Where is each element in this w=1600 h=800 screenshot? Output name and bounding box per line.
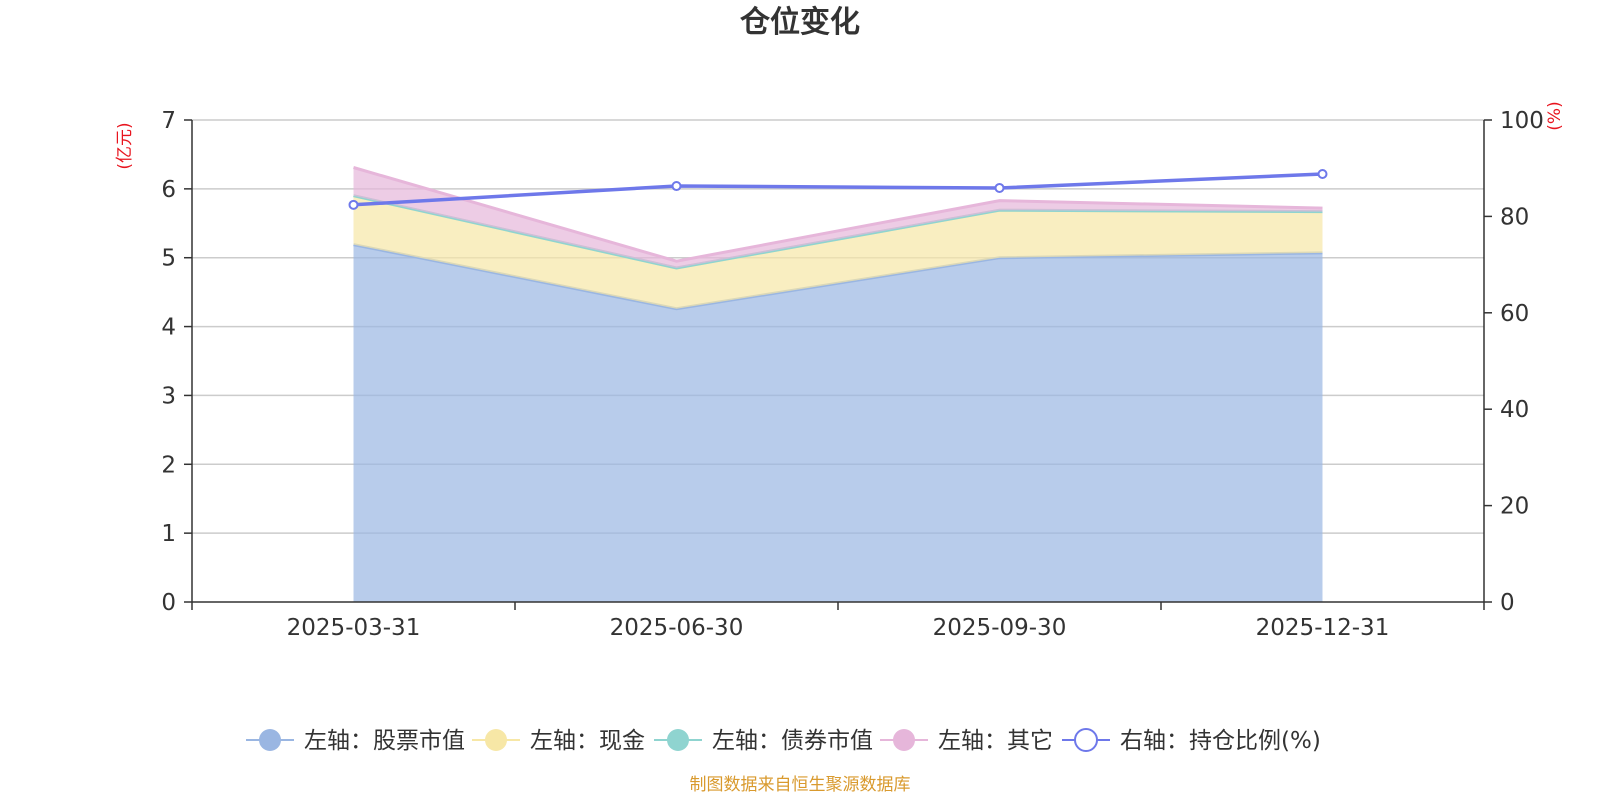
area-series — [353, 195, 1323, 309]
left-tick-label: 7 — [161, 108, 176, 134]
legend-marker — [259, 729, 281, 751]
legend-item[interactable]: 右轴：持仓比例(%) — [1062, 728, 1321, 754]
legend-marker — [667, 729, 689, 751]
legend-label: 左轴：股票市值 — [304, 728, 465, 754]
ratio-line-point — [994, 182, 1005, 193]
chart-title: 仓位变化 — [740, 5, 860, 40]
left-axis-unit: (亿元) — [115, 122, 135, 169]
x-tick-label: 2025-06-30 — [610, 615, 744, 641]
legend-marker — [893, 729, 915, 751]
x-tick-label: 2025-03-31 — [287, 615, 421, 641]
left-tick-label: 2 — [161, 452, 176, 478]
legend-marker — [1074, 728, 1098, 752]
x-tick-label: 2025-12-31 — [1256, 615, 1390, 641]
legend[interactable]: 左轴：股票市值 左轴：现金 左轴：债券市值 左轴：其它 右轴：持仓比例(%) — [246, 728, 1321, 754]
right-tick-label: 100 — [1500, 108, 1544, 134]
legend-item[interactable]: 左轴：债券市值 — [654, 728, 873, 754]
left-tick-label: 4 — [161, 315, 176, 341]
legend-item[interactable]: 左轴：现金 — [472, 728, 645, 754]
right-tick-label: 20 — [1500, 494, 1529, 520]
legend-item[interactable]: 左轴：股票市值 — [246, 728, 465, 754]
right-tick-label: 40 — [1500, 397, 1529, 423]
ratio-line-point — [348, 199, 359, 210]
right-tick-label: 80 — [1500, 204, 1529, 230]
ratio-line — [348, 168, 1328, 210]
ratio-line-path — [353, 172, 1323, 207]
legend-label: 左轴：其它 — [938, 728, 1053, 754]
left-tick-label: 3 — [161, 383, 176, 409]
axes: 0 1 2 3 4 5 6 7 0 20 40 60 80 100 2025-03-31 2025-06-30… — [161, 108, 1544, 641]
legend-label: 右轴：持仓比例(%) — [1120, 728, 1321, 754]
ratio-line-point — [671, 181, 682, 192]
left-tick-label: 1 — [161, 521, 176, 547]
area-series — [353, 167, 1323, 268]
legend-marker — [485, 729, 507, 751]
area-series — [353, 244, 1323, 602]
legend-item[interactable]: 左轴：其它 — [880, 728, 1053, 754]
stacked-areas — [353, 166, 1323, 602]
x-tick-label: 2025-09-30 — [933, 615, 1067, 641]
legend-label: 左轴：现金 — [530, 728, 645, 754]
ratio-line-point — [1317, 168, 1328, 179]
area-series-edge — [353, 166, 1323, 263]
right-axis-unit: (%) — [1545, 101, 1565, 130]
data-source-credit: 制图数据来自恒生聚源数据库 — [690, 775, 911, 795]
right-tick-label: 0 — [1500, 590, 1515, 616]
legend-label: 左轴：债券市值 — [712, 728, 873, 754]
left-tick-label: 5 — [161, 246, 176, 272]
right-tick-label: 60 — [1500, 301, 1529, 327]
left-tick-label: 0 — [161, 590, 176, 616]
left-tick-label: 6 — [161, 177, 176, 203]
